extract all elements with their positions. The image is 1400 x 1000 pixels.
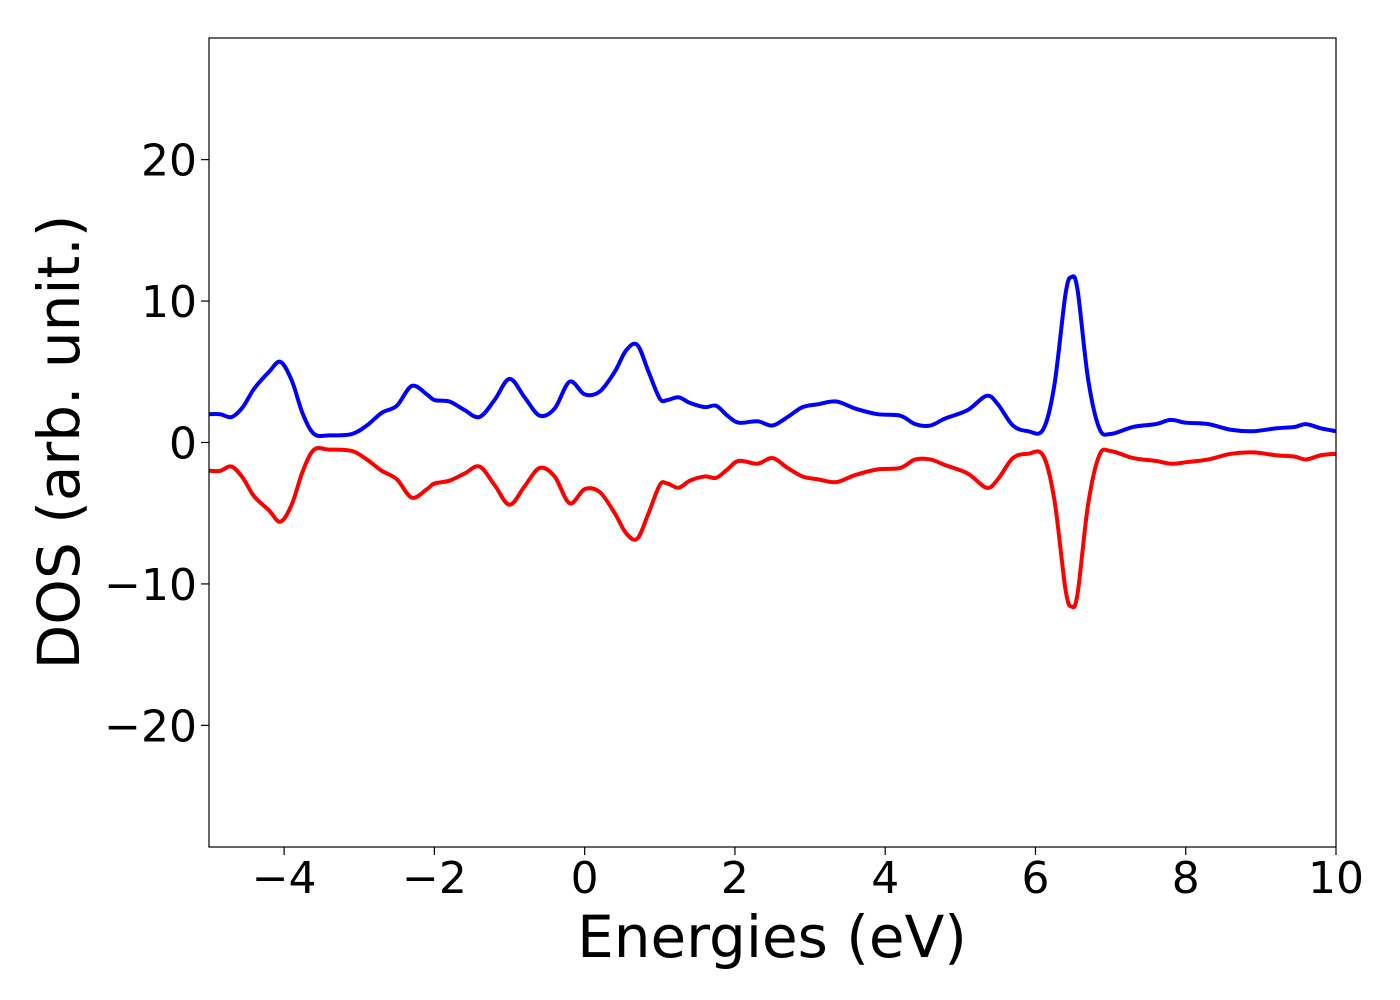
- series-layer: [209, 274, 1336, 610]
- x-tick-label: 0: [571, 853, 599, 904]
- plot-frame: [208, 37, 1337, 848]
- x-axis-label: Energies (eV): [577, 903, 967, 971]
- y-tick-label: −10: [104, 560, 197, 611]
- y-axis-ticks: 20 10 0 −10 −20: [104, 136, 209, 752]
- x-axis-ticks: −4 −2 0 2 4 6 8 10: [252, 847, 1364, 904]
- y-axis-label: DOS (arb. unit.): [25, 215, 93, 670]
- x-tick-label: −4: [252, 853, 317, 904]
- y-tick-label: 0: [169, 419, 197, 470]
- y-tick-label: 10: [141, 277, 197, 328]
- y-tick-label: 20: [141, 136, 197, 187]
- x-tick-label: 6: [1021, 853, 1049, 904]
- x-tick-label: 4: [871, 853, 899, 904]
- series-line-1: [209, 274, 1336, 439]
- series-line-2: [209, 445, 1336, 610]
- x-tick-label: −2: [402, 853, 467, 904]
- x-tick-label: 8: [1172, 853, 1200, 904]
- x-tick-label: 2: [721, 853, 749, 904]
- y-tick-label: −20: [104, 701, 197, 752]
- x-tick-label: 10: [1308, 853, 1364, 904]
